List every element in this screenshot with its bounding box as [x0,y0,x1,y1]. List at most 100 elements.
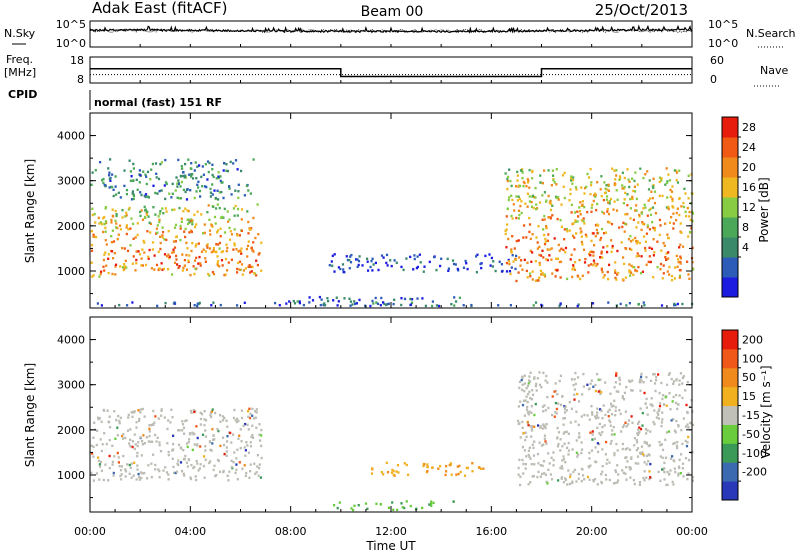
velocity-cell [167,419,170,422]
velocity-cell [558,379,561,383]
velocity-cell [139,408,142,411]
velocity-cell [244,422,247,426]
velocity-cell [645,432,648,435]
power-cell [196,183,199,186]
velocity-cell [227,479,230,482]
velocity-cell [647,444,650,447]
power-cell [518,197,521,201]
velocity-cell [204,445,207,448]
velocity-cell [618,382,621,386]
velocity-cell [675,378,678,381]
power-cell [673,277,676,280]
power-cell [172,240,176,243]
velocity-cell [455,473,458,476]
velocity-cell [666,383,669,386]
velocity-cell [92,479,95,482]
velocity-cell [154,463,157,467]
velocity-cell [680,428,683,432]
velocity-cell [189,476,192,479]
velocity-cell [684,389,687,392]
power-cell [618,175,622,178]
power-cell [651,220,654,224]
power-cell [435,304,438,307]
y-tick-label: 3000 [57,175,85,188]
power-cell [193,272,196,276]
power-cell [641,222,645,226]
power-cell [233,244,236,247]
velocity-cell [537,424,540,427]
velocity-cell [260,428,263,432]
velocity-cell [564,411,567,414]
velocity-cell [529,371,532,374]
power-cell [550,258,553,261]
power-cell [535,207,538,211]
power-cell [575,188,578,191]
velocity-cell [98,465,102,468]
power-cell [220,259,224,262]
velocity-cell [592,385,595,388]
velocity-cell [523,449,526,452]
power-cell [576,220,579,223]
power-cell [409,255,412,259]
velocity-cell [643,391,646,395]
power-cell [624,191,627,195]
power-cell [216,255,219,258]
power-cell [188,254,191,257]
power-cell [389,259,392,262]
velocity-cell [598,432,601,435]
power-cell [164,301,167,305]
power-cell [453,296,456,299]
velocity-cell [225,446,228,449]
power-cell [679,269,682,272]
x-tick-label: 20:00 [576,525,608,538]
power-cell [579,201,582,204]
velocity-colorbar-label: -15 [742,409,760,422]
power-cell [629,197,632,201]
velocity-cell [566,446,569,449]
power-cell [583,186,587,190]
velocity-cell [258,433,261,436]
power-cell [138,181,141,184]
velocity-cell [523,389,526,393]
power-cell [671,197,674,200]
velocity-cell [172,434,175,437]
velocity-cell [183,432,186,435]
power-cell [511,235,514,238]
power-cell [170,196,173,199]
power-cell [341,263,345,266]
velocity-ylabel: Slant Range [km] [23,363,37,467]
power-colorbar-swatch [722,157,738,178]
power-cell [161,207,164,210]
power-cell [104,239,107,242]
power-cell [652,238,655,241]
power-cell [308,301,311,304]
velocity-cell [669,408,672,411]
power-cell [400,297,403,300]
power-cell [658,180,661,184]
velocity-cell [673,459,676,463]
velocity-cell [236,448,239,451]
power-cell [190,249,193,253]
velocity-cell [364,502,368,505]
power-cell [173,208,176,211]
velocity-cell [143,442,146,445]
power-cell [349,300,352,303]
velocity-cell [554,389,557,393]
velocity-cell [630,456,633,459]
power-cell [379,304,382,307]
power-cell [510,194,513,197]
velocity-cell [426,463,429,466]
power-cell [673,302,676,306]
power-cell [624,276,627,279]
power-cell [623,230,626,233]
power-cell [624,213,627,216]
velocity-cell [677,424,680,427]
power-cell [355,258,358,261]
velocity-cell [154,415,157,418]
power-cell [114,175,117,178]
power-cell [91,171,94,174]
power-cell [621,187,624,190]
velocity-cell [111,444,114,447]
power-cell [622,221,625,225]
power-cell [107,253,110,256]
